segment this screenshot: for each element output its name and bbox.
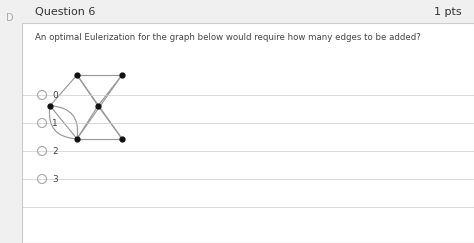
FancyArrowPatch shape [49,109,74,139]
Text: Question 6: Question 6 [35,7,95,17]
FancyArrowPatch shape [53,106,78,136]
Text: D: D [6,13,14,23]
Text: 3: 3 [52,174,58,183]
Bar [0,0,22,243]
Text: 0: 0 [52,90,58,99]
Text: 2: 2 [52,147,58,156]
Bar [22,0,474,23]
Text: An optimal Eulerization for the graph below would require how many edges to be a: An optimal Eulerization for the graph be… [35,33,421,42]
Text: 1 pts: 1 pts [434,7,462,17]
Text: 1: 1 [52,119,58,128]
